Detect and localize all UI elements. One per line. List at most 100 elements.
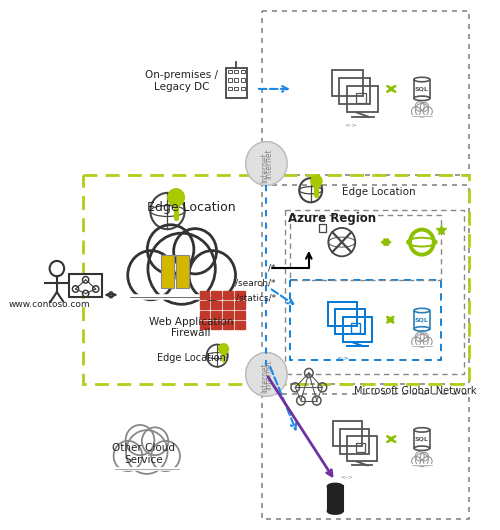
Bar xyxy=(235,291,245,299)
Circle shape xyxy=(152,441,180,471)
Text: Internet: Internet xyxy=(264,359,273,390)
Bar xyxy=(234,86,238,90)
Bar xyxy=(212,291,221,299)
Bar xyxy=(200,311,209,319)
Circle shape xyxy=(412,337,420,347)
Circle shape xyxy=(412,107,420,116)
Circle shape xyxy=(128,251,174,300)
Bar xyxy=(348,437,376,461)
Text: SQL: SQL xyxy=(415,437,429,441)
Circle shape xyxy=(420,333,428,341)
Bar xyxy=(342,317,372,342)
Bar xyxy=(332,70,362,96)
Ellipse shape xyxy=(414,96,430,101)
Bar xyxy=(241,70,245,74)
Bar xyxy=(241,86,245,90)
Bar xyxy=(290,280,440,359)
Bar xyxy=(328,487,342,511)
Bar xyxy=(228,86,232,90)
Bar xyxy=(332,421,362,446)
Bar xyxy=(235,301,245,309)
Circle shape xyxy=(420,452,428,461)
Text: Azure Region: Azure Region xyxy=(288,212,376,225)
Bar xyxy=(226,68,246,98)
Bar xyxy=(234,70,238,74)
Bar xyxy=(286,210,465,374)
Circle shape xyxy=(168,189,184,206)
Bar xyxy=(241,78,245,82)
Text: /statics/*: /statics/* xyxy=(236,293,276,302)
Circle shape xyxy=(311,175,322,187)
Bar xyxy=(352,323,360,333)
Bar xyxy=(228,78,232,82)
Text: On-premises /
Legacy DC: On-premises / Legacy DC xyxy=(145,70,218,92)
Bar xyxy=(356,93,366,103)
Text: Internet: Internet xyxy=(260,362,269,393)
Bar xyxy=(347,86,378,112)
Text: Edge Location: Edge Location xyxy=(342,188,415,197)
Text: SQL: SQL xyxy=(415,317,429,322)
Bar xyxy=(235,321,245,329)
Bar xyxy=(262,11,469,175)
Bar xyxy=(328,302,358,326)
Circle shape xyxy=(424,337,432,347)
Bar xyxy=(69,274,102,297)
Ellipse shape xyxy=(414,308,430,313)
Bar xyxy=(200,301,209,309)
Bar xyxy=(414,430,430,448)
Circle shape xyxy=(174,228,216,274)
Text: Web Application
Firewall: Web Application Firewall xyxy=(149,317,234,339)
Bar xyxy=(235,311,245,319)
Bar xyxy=(82,175,469,384)
Ellipse shape xyxy=(414,428,430,432)
Circle shape xyxy=(424,107,432,116)
Circle shape xyxy=(415,102,424,111)
Ellipse shape xyxy=(328,484,342,489)
Ellipse shape xyxy=(414,77,430,82)
Text: SQL: SQL xyxy=(415,86,429,92)
Circle shape xyxy=(189,251,236,300)
Ellipse shape xyxy=(414,446,430,450)
Bar xyxy=(290,215,440,280)
Circle shape xyxy=(246,142,287,186)
Bar xyxy=(212,311,221,319)
Bar xyxy=(356,443,365,452)
Text: <->: <-> xyxy=(345,123,358,128)
Ellipse shape xyxy=(328,508,342,514)
Circle shape xyxy=(412,456,420,466)
Text: Internet: Internet xyxy=(260,152,269,183)
Text: /*: /* xyxy=(268,263,276,272)
Bar xyxy=(161,255,174,288)
Circle shape xyxy=(148,233,216,304)
Bar xyxy=(200,291,209,299)
Bar xyxy=(223,291,233,299)
Circle shape xyxy=(424,456,432,466)
Bar xyxy=(223,311,233,319)
Bar xyxy=(335,310,364,334)
Text: Edge Location: Edge Location xyxy=(156,352,226,363)
Bar xyxy=(234,78,238,82)
Bar xyxy=(414,311,430,329)
Bar xyxy=(200,321,209,329)
Text: Other Cloud
Service: Other Cloud Service xyxy=(112,443,176,465)
Text: Internet: Internet xyxy=(264,148,273,179)
Text: /search/*: /search/* xyxy=(236,278,276,287)
Text: Edge Location: Edge Location xyxy=(146,201,236,214)
Ellipse shape xyxy=(414,326,430,331)
Circle shape xyxy=(416,334,428,347)
Bar xyxy=(340,429,370,454)
Bar xyxy=(212,301,221,309)
Bar xyxy=(228,70,232,74)
Circle shape xyxy=(416,103,428,117)
Bar xyxy=(414,80,430,99)
Text: Microsoft Global Network: Microsoft Global Network xyxy=(354,386,476,396)
Bar xyxy=(320,224,326,232)
Circle shape xyxy=(420,102,428,111)
Circle shape xyxy=(126,425,154,455)
Circle shape xyxy=(246,352,287,396)
Bar xyxy=(340,78,370,104)
Text: <->: <-> xyxy=(340,474,353,479)
Bar xyxy=(212,321,221,329)
Bar xyxy=(262,394,469,519)
Text: <->: <-> xyxy=(336,356,349,360)
